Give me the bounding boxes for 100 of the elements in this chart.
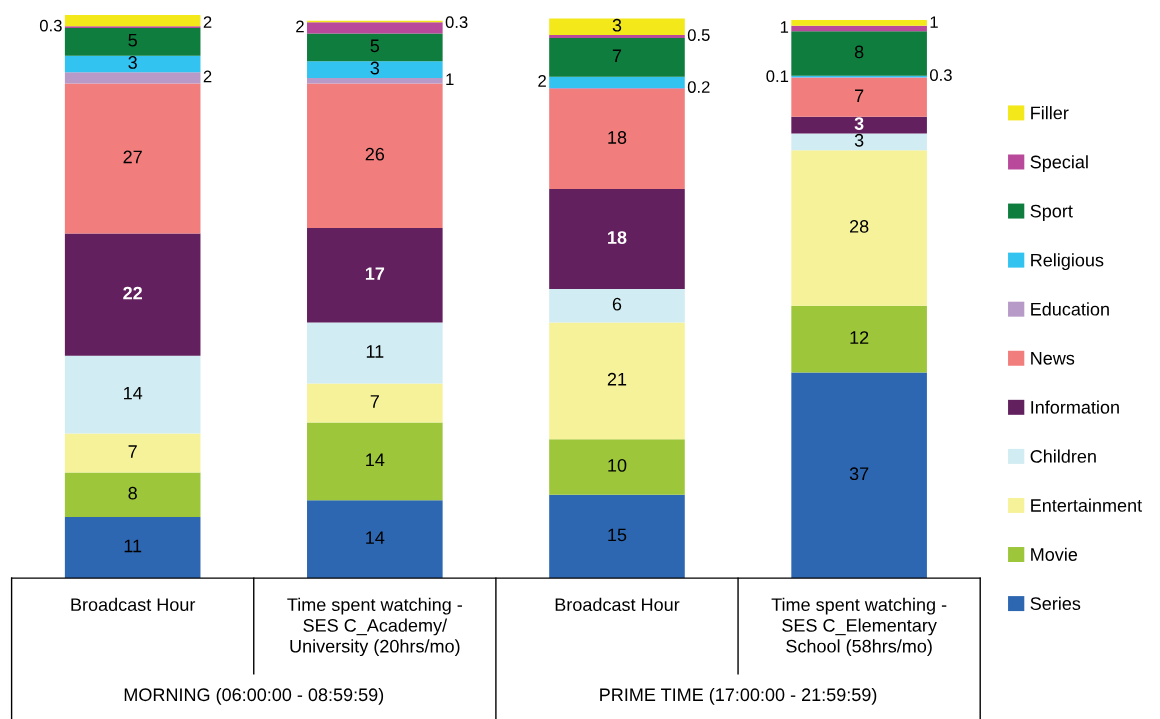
data-label: 2 bbox=[203, 70, 212, 83]
bar bbox=[64, 516, 201, 579]
data-label: 6 bbox=[612, 297, 622, 311]
legend-label: Religious bbox=[1031, 253, 1104, 271]
bar bbox=[64, 355, 201, 434]
bar bbox=[791, 25, 927, 32]
data-label: 0.2 bbox=[687, 81, 710, 93]
data-label: 2 bbox=[203, 16, 212, 28]
data-label: 5 bbox=[128, 34, 137, 47]
bar bbox=[307, 227, 443, 323]
bar bbox=[791, 372, 927, 579]
x-tick-label: Broadcast Hour bbox=[555, 597, 680, 612]
data-label: 1 bbox=[446, 73, 454, 85]
data-label: 11 bbox=[124, 539, 142, 553]
bar bbox=[307, 83, 443, 228]
bar bbox=[307, 22, 443, 34]
bar bbox=[791, 116, 927, 134]
data-label: 17 bbox=[365, 267, 385, 280]
bar bbox=[64, 233, 201, 356]
data-label: 26 bbox=[365, 147, 385, 161]
bar bbox=[64, 472, 201, 517]
data-label: 37 bbox=[849, 467, 869, 481]
data-label: 7 bbox=[612, 49, 622, 63]
data-label: 7 bbox=[855, 89, 864, 103]
legend-label: Entertainment bbox=[1031, 498, 1142, 512]
data-label: 14 bbox=[124, 386, 143, 400]
data-label: 3 bbox=[854, 117, 864, 131]
bar bbox=[791, 305, 927, 373]
text: PRIME TIME (17:00:00 - 21:59:59) bbox=[600, 687, 877, 705]
bar bbox=[791, 133, 927, 151]
bar bbox=[791, 150, 927, 306]
legend-label: Series bbox=[1030, 596, 1081, 610]
bar bbox=[307, 61, 443, 78]
bar bbox=[307, 422, 443, 501]
data-label: 1 bbox=[930, 16, 938, 28]
bar bbox=[307, 33, 443, 62]
bar bbox=[64, 15, 201, 27]
data-label: 18 bbox=[608, 231, 627, 244]
legend-label: Sport bbox=[1030, 204, 1073, 222]
data-label: 0.3 bbox=[39, 19, 62, 32]
data-label: 27 bbox=[123, 150, 142, 164]
data-label: 12 bbox=[850, 331, 869, 344]
legend-label: Special bbox=[1030, 155, 1088, 172]
data-label: 18 bbox=[608, 131, 627, 144]
data-label: 0.5 bbox=[687, 29, 710, 41]
bar bbox=[307, 383, 443, 423]
bar bbox=[64, 27, 201, 56]
data-label: 22 bbox=[123, 286, 142, 300]
bar bbox=[549, 494, 685, 579]
bar bbox=[549, 439, 685, 495]
legend-label: Education bbox=[1031, 302, 1109, 316]
data-label: 14 bbox=[366, 453, 385, 467]
data-label: 15 bbox=[608, 528, 627, 542]
data-label: 8 bbox=[128, 486, 137, 500]
bar bbox=[549, 18, 685, 36]
data-label: 7 bbox=[370, 395, 379, 408]
data-label: 1 bbox=[780, 21, 789, 33]
bar bbox=[549, 76, 685, 88]
bar bbox=[791, 31, 927, 76]
data-label: 28 bbox=[849, 220, 869, 233]
data-label: 3 bbox=[128, 56, 137, 69]
data-label: 0.3 bbox=[930, 69, 952, 81]
bar bbox=[549, 89, 685, 190]
bar bbox=[64, 433, 201, 473]
data-label: 14 bbox=[366, 531, 385, 544]
bar bbox=[64, 55, 201, 73]
bar bbox=[64, 72, 201, 84]
data-label: 8 bbox=[854, 45, 864, 59]
data-label: 3 bbox=[854, 133, 864, 147]
legend-label: Movie bbox=[1031, 547, 1078, 561]
bar bbox=[549, 37, 685, 77]
bar bbox=[549, 35, 685, 38]
bar bbox=[791, 77, 927, 117]
bar bbox=[791, 20, 927, 26]
legend-label: Filler bbox=[1031, 106, 1069, 120]
legend-label: Children bbox=[1030, 449, 1096, 463]
bar bbox=[549, 289, 685, 323]
data-label: 5 bbox=[370, 39, 380, 53]
bar bbox=[307, 77, 443, 84]
data-label: 10 bbox=[608, 458, 627, 472]
data-label: 2 bbox=[538, 75, 546, 87]
data-label: 3 bbox=[612, 18, 622, 32]
bar bbox=[549, 322, 685, 440]
x-tick-label: Time spent watching - SES C_Academy/ University (20hrs/mo) bbox=[287, 597, 462, 657]
x-tick-label: Time spent watching - SES C_Elementary School (58hrs/mo) bbox=[771, 597, 947, 657]
bar bbox=[307, 322, 443, 384]
legend-label: Information bbox=[1031, 400, 1119, 414]
data-label: 3 bbox=[370, 61, 380, 75]
data-label: 2 bbox=[296, 20, 304, 33]
bar bbox=[549, 189, 685, 290]
text: MORNING (06:00:00 - 08:59:59) bbox=[124, 687, 384, 705]
data-label: 0.3 bbox=[445, 16, 468, 29]
legend-label: News bbox=[1031, 352, 1075, 365]
data-label: 21 bbox=[607, 372, 627, 386]
bar bbox=[307, 500, 443, 579]
data-label: 0.1 bbox=[766, 70, 789, 83]
x-tick-label: Broadcast Hour bbox=[71, 597, 196, 612]
data-label: 7 bbox=[128, 445, 137, 458]
data-label: 11 bbox=[366, 345, 384, 358]
bar bbox=[64, 83, 201, 234]
